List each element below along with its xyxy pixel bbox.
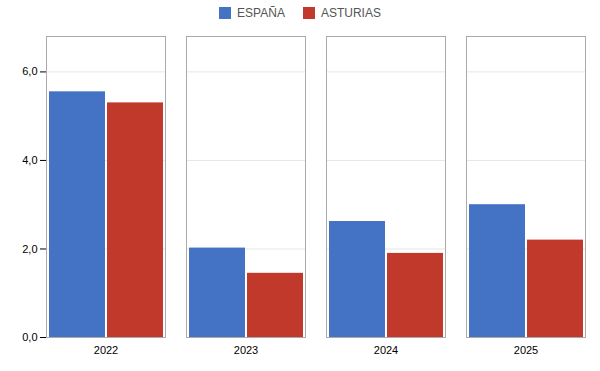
svg-text:2025: 2025 (514, 344, 538, 356)
svg-text:2024: 2024 (374, 344, 398, 356)
svg-text:2,0: 2,0 (22, 242, 37, 254)
svg-text:4,0: 4,0 (22, 154, 37, 166)
svg-text:2022: 2022 (94, 344, 118, 356)
svg-text:0,0: 0,0 (22, 331, 37, 343)
svg-text:6,0: 6,0 (22, 65, 37, 77)
svg-text:2023: 2023 (234, 344, 258, 356)
html-text:ESPAÑA: ESPAÑA (237, 6, 285, 20)
html-text:ASTURIAS: ASTURIAS (320, 6, 381, 20)
